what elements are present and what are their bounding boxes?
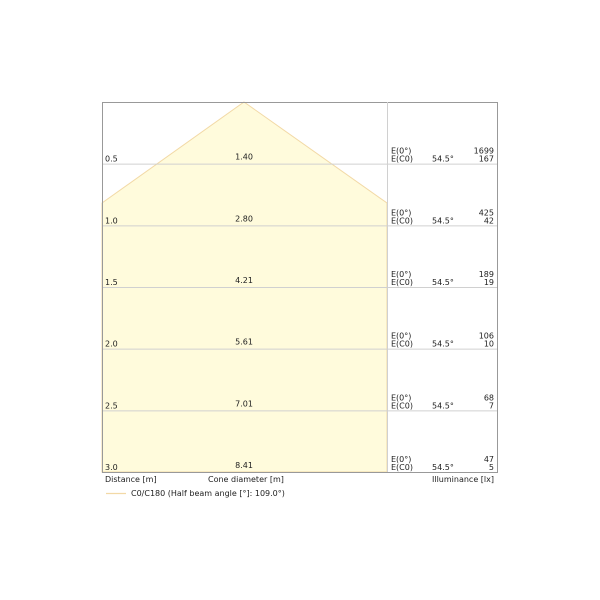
e0-value: 68 <box>484 393 494 402</box>
distance-axis-label: Distance [m] <box>105 475 157 484</box>
e0-label: E(0°) <box>391 147 411 156</box>
e0-value: 47 <box>484 455 494 464</box>
ec0-label: E(C0) <box>391 216 413 225</box>
angle-label: 54.5° <box>432 340 454 349</box>
ec0-label: E(C0) <box>391 278 413 287</box>
distance-label: 2.5 <box>105 401 118 410</box>
ec0-value: 7 <box>489 401 494 410</box>
e0-label: E(0°) <box>391 455 411 464</box>
ec0-label: E(C0) <box>391 401 413 410</box>
distance-label: 0.5 <box>105 155 118 164</box>
ec0-label: E(C0) <box>391 463 413 472</box>
cone-diameter-label: 5.61 <box>235 338 253 347</box>
angle-label: 54.5° <box>432 155 454 164</box>
distance-label: 2.0 <box>105 340 118 349</box>
e0-value: 1699 <box>474 147 494 156</box>
distance-label: 1.5 <box>105 278 118 287</box>
cone-diameter-label: 1.40 <box>235 153 253 162</box>
ec0-value: 19 <box>484 278 494 287</box>
ec0-value: 5 <box>489 463 494 472</box>
ec0-value: 167 <box>479 155 494 164</box>
angle-label: 54.5° <box>432 401 454 410</box>
e0-label: E(0°) <box>391 332 411 341</box>
distance-row: 2.5 7.01 E(0°)E(C0) 54.5° 687 <box>105 393 494 410</box>
distance-label: 1.0 <box>105 216 118 225</box>
e0-value: 189 <box>479 270 494 279</box>
e0-value: 425 <box>479 208 494 217</box>
angle-label: 54.5° <box>432 463 454 472</box>
ec0-label: E(C0) <box>391 155 413 164</box>
ec0-value: 10 <box>484 340 494 349</box>
cone-diameter-label: 2.80 <box>235 214 253 223</box>
diameter-axis-label: Cone diameter [m] <box>208 475 284 484</box>
e0-label: E(0°) <box>391 270 411 279</box>
angle-label: 54.5° <box>432 278 454 287</box>
frame <box>102 102 498 473</box>
e0-value: 106 <box>479 332 494 341</box>
grid-lines <box>102 163 497 412</box>
cone-diameter-label: 8.41 <box>235 461 253 470</box>
angle-label: 54.5° <box>432 216 454 225</box>
e0-label: E(0°) <box>391 208 411 217</box>
legend-label: C0/C180 (Half beam angle [°]: 109.0°) <box>131 489 285 498</box>
ec0-value: 42 <box>484 216 494 225</box>
cone-diameter-label: 7.01 <box>235 399 253 408</box>
ec0-label: E(C0) <box>391 340 413 349</box>
e0-label: E(0°) <box>391 393 411 402</box>
distance-row: 3.0 8.41 E(0°)E(C0) 54.5° 475 <box>105 455 494 472</box>
distance-label: 3.0 <box>105 463 118 472</box>
illuminance-axis-label: Illuminance [lx] <box>432 475 494 484</box>
cone-diameter-label: 4.21 <box>235 276 253 285</box>
